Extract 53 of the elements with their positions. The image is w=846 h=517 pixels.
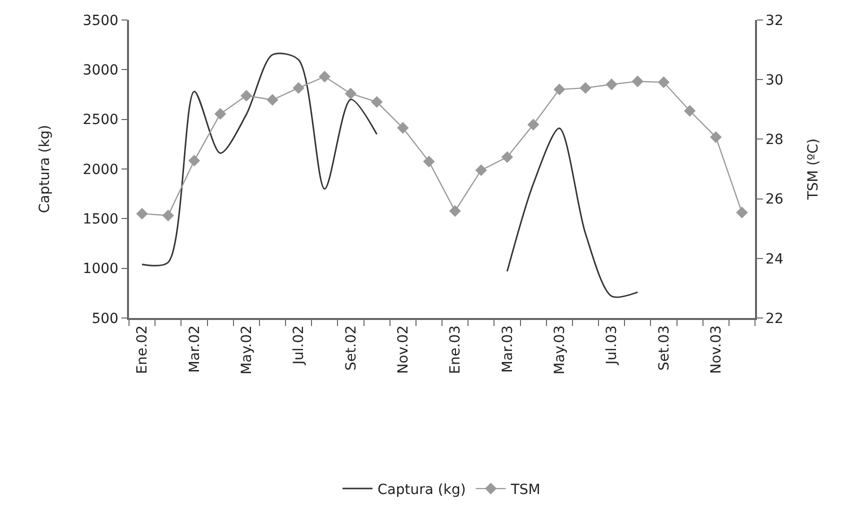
x-tick-label: Nov.03 xyxy=(708,325,724,374)
point xyxy=(266,94,278,106)
y-tick-label: 2000 xyxy=(82,162,118,178)
x-tick-label: Ene.02 xyxy=(134,325,151,374)
point xyxy=(580,82,592,94)
point xyxy=(162,210,174,222)
x-tick-label: May.03 xyxy=(552,325,568,375)
point xyxy=(475,164,487,176)
point xyxy=(344,88,357,100)
y2-tick-label: 28 xyxy=(766,132,784,148)
y2-axis-title: TSM (ºC) xyxy=(805,138,822,201)
y-axis-title: Captura (kg) xyxy=(36,124,53,214)
y-tick-label: 3000 xyxy=(82,62,118,79)
point xyxy=(606,78,618,90)
point xyxy=(632,76,644,88)
y2-tick-label: 32 xyxy=(766,12,784,29)
y-tick-label: 500 xyxy=(92,310,118,327)
point xyxy=(318,70,330,82)
y-tick-label: 3500 xyxy=(82,12,118,29)
x-tick-label: Mar.03 xyxy=(500,325,516,373)
y-tick-label: 1500 xyxy=(82,212,118,228)
x-tick-label: May.02 xyxy=(238,325,255,375)
point xyxy=(370,96,383,108)
x-tick-label: Jul.03 xyxy=(604,325,620,366)
point xyxy=(397,122,409,134)
x-tick-label: Ene.03 xyxy=(448,325,464,374)
point xyxy=(214,108,226,120)
point xyxy=(240,90,252,102)
point xyxy=(423,156,435,168)
x-tick-label: Set.03 xyxy=(656,325,672,371)
point xyxy=(501,151,514,163)
y2-tick-label: 30 xyxy=(766,72,784,88)
legend-label: TSM xyxy=(510,482,540,498)
x-tick-label: Mar.02 xyxy=(186,325,203,373)
point xyxy=(710,131,722,143)
point xyxy=(527,118,540,130)
point xyxy=(736,206,748,218)
y2-tick-label: 22 xyxy=(766,310,784,327)
point xyxy=(449,205,461,217)
point xyxy=(292,82,304,94)
y-tick-label: 1000 xyxy=(82,261,118,278)
x-tick-label: Jul.02 xyxy=(291,325,308,366)
y2-tick-label: 24 xyxy=(766,251,784,268)
point xyxy=(658,76,670,88)
point xyxy=(684,105,696,117)
y2-tick-label: 26 xyxy=(766,192,784,208)
point xyxy=(188,154,200,167)
point xyxy=(554,84,566,96)
point xyxy=(136,208,148,220)
x-tick-label: Nov.02 xyxy=(395,325,412,374)
y-tick-label: 2500 xyxy=(82,112,118,128)
x-tick-label: Set.02 xyxy=(343,325,360,371)
legend-label: Captura (kg) xyxy=(378,482,466,498)
